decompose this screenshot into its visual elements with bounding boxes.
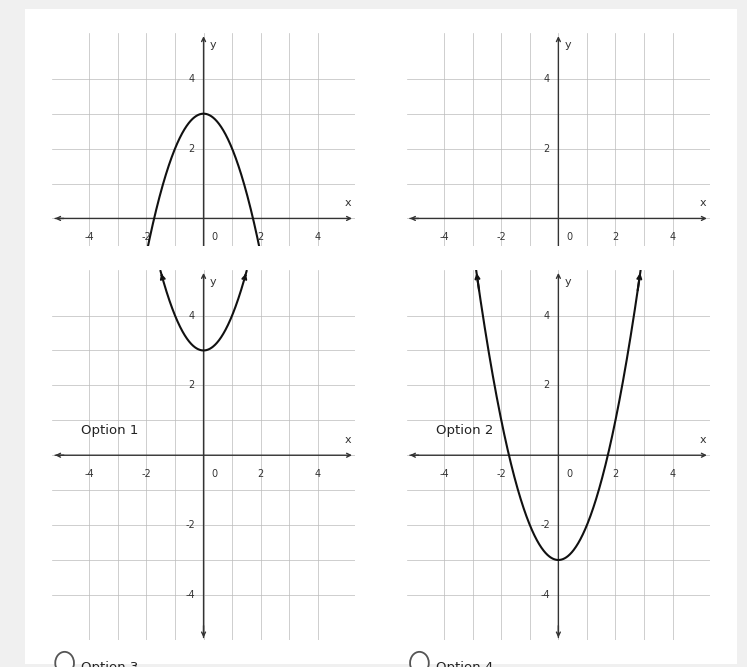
Text: y: y [565,277,571,287]
Text: 4: 4 [669,469,675,479]
Text: -2: -2 [497,232,506,242]
FancyBboxPatch shape [376,242,740,667]
Text: -4: -4 [439,469,449,479]
Text: x: x [699,435,706,445]
Text: -4: -4 [540,590,550,600]
Text: 0: 0 [211,232,217,242]
Text: 2: 2 [189,143,195,153]
Text: -2: -2 [142,469,152,479]
Text: -2: -2 [185,520,195,530]
Text: -2: -2 [540,283,550,293]
Text: 2: 2 [613,469,619,479]
Text: 0: 0 [566,232,572,242]
Text: -2: -2 [185,283,195,293]
Text: -4: -4 [439,232,449,242]
Text: 2: 2 [258,232,264,242]
Circle shape [410,415,429,438]
Text: 2: 2 [544,380,550,390]
Text: 4: 4 [544,74,550,84]
Text: 0: 0 [566,469,572,479]
Text: 0: 0 [211,469,217,479]
Text: Option 1: Option 1 [81,424,138,437]
Text: 2: 2 [613,232,619,242]
Text: 4: 4 [669,232,675,242]
FancyBboxPatch shape [376,5,740,432]
Text: 2: 2 [544,143,550,153]
Text: x: x [699,198,706,208]
Text: -4: -4 [84,469,94,479]
Text: -4: -4 [185,590,195,600]
Text: 4: 4 [544,311,550,321]
Text: Option 4: Option 4 [436,660,493,667]
Text: -2: -2 [142,232,152,242]
Circle shape [410,652,429,667]
Text: y: y [565,40,571,50]
Text: Option 2: Option 2 [436,424,493,437]
FancyBboxPatch shape [22,242,385,667]
Text: -4: -4 [185,353,195,363]
Text: 2: 2 [258,469,264,479]
Text: x: x [344,435,351,445]
Text: 4: 4 [189,74,195,84]
Text: 2: 2 [189,380,195,390]
Text: Option 3: Option 3 [81,660,138,667]
Text: -4: -4 [84,232,94,242]
Text: 4: 4 [314,469,320,479]
Text: x: x [344,198,351,208]
Text: -4: -4 [540,353,550,363]
Text: 4: 4 [189,311,195,321]
FancyBboxPatch shape [22,5,385,432]
Circle shape [55,415,74,438]
Circle shape [55,652,74,667]
Text: 4: 4 [314,232,320,242]
Text: -2: -2 [540,520,550,530]
Text: y: y [210,40,217,50]
Text: -2: -2 [497,469,506,479]
Text: y: y [210,277,217,287]
